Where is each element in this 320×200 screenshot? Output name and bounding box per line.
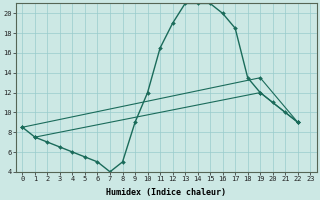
X-axis label: Humidex (Indice chaleur): Humidex (Indice chaleur) bbox=[106, 188, 226, 197]
